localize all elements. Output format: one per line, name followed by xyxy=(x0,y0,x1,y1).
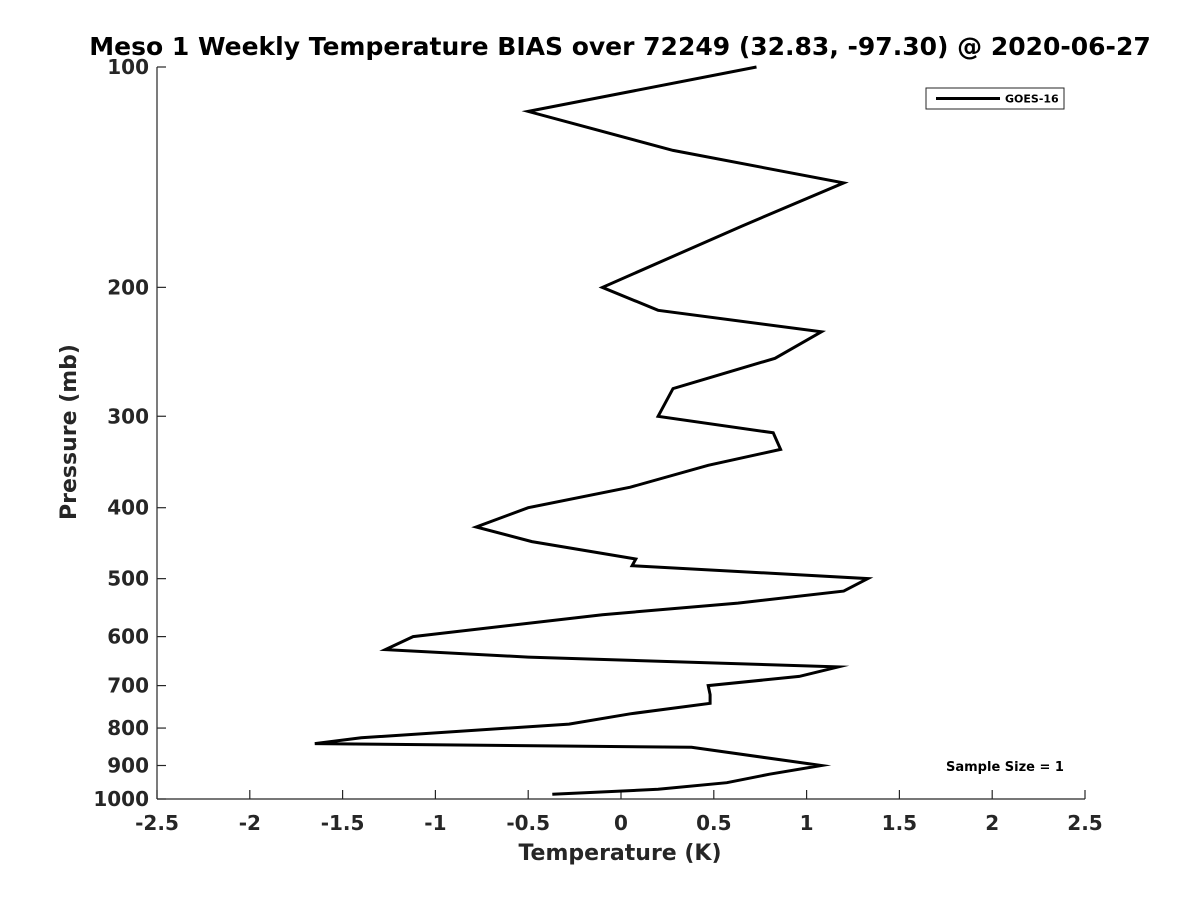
y-tick-label: 300 xyxy=(107,404,149,428)
plot-axes xyxy=(156,67,1085,800)
x-axis-ticks: -2.5 -2 -1.5 -1 -0.5 0 0.5 1 1.5 2 2.5 xyxy=(135,790,1103,835)
y-tick-label: 600 xyxy=(107,625,149,649)
legend: GOES-16 xyxy=(925,87,1065,110)
sample-size-annotation: Sample Size = 1 xyxy=(946,760,1064,775)
y-tick-label: 700 xyxy=(107,674,149,698)
x-tick-label: -1 xyxy=(424,811,446,835)
series-layer xyxy=(314,65,874,796)
chart-title: Meso 1 Weekly Temperature BIAS over 7224… xyxy=(89,32,1150,61)
y-axis-label: Pressure (mb) xyxy=(57,344,82,520)
x-axis-label: Temperature (K) xyxy=(518,841,721,866)
y-tick-label: 500 xyxy=(107,567,149,591)
y-tick-label: 1000 xyxy=(93,787,149,811)
y-tick-label: 100 xyxy=(107,55,149,79)
series-line-goes-16 xyxy=(314,65,874,796)
y-axis-ticks: 100 200 300 400 500 600 700 800 900 1000 xyxy=(93,55,166,811)
x-tick-label: 2 xyxy=(985,811,999,835)
x-tick-label: -2 xyxy=(239,811,261,835)
x-tick-label: 2.5 xyxy=(1067,811,1102,835)
y-tick-label: 800 xyxy=(107,716,149,740)
x-tick-label: 0 xyxy=(614,811,628,835)
x-tick-label: 1 xyxy=(800,811,814,835)
y-tick-label: 200 xyxy=(107,275,149,299)
x-tick-label: -1.5 xyxy=(321,811,365,835)
x-tick-label: 0.5 xyxy=(696,811,731,835)
legend-entry-goes-16: GOES-16 xyxy=(1005,93,1059,106)
x-tick-label: -2.5 xyxy=(135,811,179,835)
x-tick-label: 1.5 xyxy=(882,811,917,835)
x-tick-label: -0.5 xyxy=(506,811,550,835)
y-tick-label: 900 xyxy=(107,754,149,778)
y-tick-label: 400 xyxy=(107,496,149,520)
